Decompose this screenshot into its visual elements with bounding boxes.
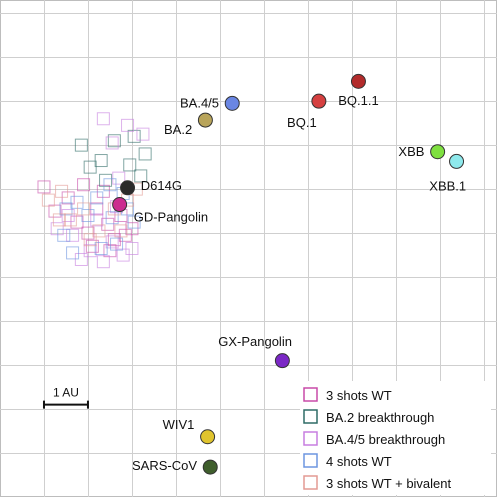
antigen-label: XBB (398, 144, 424, 159)
legend-label: 4 shots WT (326, 454, 392, 469)
legend-label: 3 shots WT + bivalent (326, 476, 452, 491)
serum-point (110, 237, 124, 251)
serum-point (121, 118, 135, 132)
antigen-label: BQ.1 (287, 115, 317, 130)
antigen-label: SARS-CoV (132, 458, 197, 473)
serum-point (138, 147, 152, 161)
serum-point (77, 202, 91, 216)
serum-point (61, 191, 75, 205)
serum-point (94, 154, 108, 168)
legend-label: BA.2 breakthrough (326, 410, 434, 425)
legend-swatch (303, 475, 318, 490)
serum-point (125, 222, 139, 236)
serum-point (83, 244, 97, 258)
serum-point (90, 191, 104, 205)
antigen-point (274, 353, 290, 369)
serum-point (48, 204, 62, 218)
serum-point (107, 233, 121, 247)
antigen-label: BA.2 (164, 122, 192, 137)
antigen-point (197, 112, 213, 128)
serum-point (90, 213, 104, 227)
serum-point (74, 252, 88, 266)
serum-point (92, 224, 106, 238)
serum-point (96, 112, 110, 126)
serum-point (59, 202, 73, 216)
serum-point (134, 169, 148, 183)
legend-swatch (303, 387, 318, 402)
serum-point (83, 233, 97, 247)
antigen-label: BA.4/5 (180, 95, 219, 110)
scale-bar: 1 AU (42, 386, 89, 409)
antigen-point (202, 459, 218, 475)
antigen-label: WIV1 (163, 417, 195, 432)
antigen-labels: BQ.1.1 BQ.1 BA.4/5 BA.2 XBB XBB.1 D614G GD-Pang… (132, 93, 466, 473)
legend-label: 3 shots WT (326, 388, 392, 403)
serum-point (96, 255, 110, 269)
serum-point (123, 158, 137, 172)
serum-point (103, 244, 117, 258)
serum-point (63, 213, 77, 227)
serum-point (125, 242, 139, 255)
serum-point (61, 209, 75, 223)
serum-point (99, 173, 113, 187)
serum-point (55, 184, 69, 198)
legend-swatch (303, 409, 318, 424)
serum-point (81, 209, 95, 223)
antigen-point (120, 180, 136, 196)
scale-bar-label: 1 AU (53, 386, 79, 400)
legend-background (300, 381, 491, 495)
serum-point (50, 222, 64, 236)
antigen-point (430, 144, 446, 160)
serum-point (105, 136, 119, 150)
serum-point (52, 213, 66, 227)
serum-point (103, 178, 117, 192)
serum-point (136, 127, 150, 141)
legend-label: BA.4/5 breakthrough (326, 432, 445, 447)
serum-point (70, 215, 84, 229)
serum-point (81, 226, 95, 240)
serum-point (83, 160, 97, 174)
antigen-label: XBB.1 (429, 179, 466, 194)
serum-point (127, 129, 141, 143)
serum-point (77, 178, 91, 192)
serum-point (85, 239, 99, 253)
serum-point (101, 217, 115, 231)
serum-point (90, 202, 104, 216)
serum-point (105, 235, 119, 249)
antigen-point (350, 73, 366, 89)
serum-point (96, 184, 110, 198)
antigen-point (200, 429, 216, 445)
antigen-label: D614G (141, 178, 182, 193)
antigen-label: BQ.1.1 (338, 93, 378, 108)
antigen-label: GD-Pangolin (134, 209, 208, 224)
serum-point (94, 242, 108, 255)
antigen-point (112, 197, 128, 213)
antigen-point (449, 153, 465, 169)
antigen-label: GX-Pangolin (218, 334, 292, 349)
serum-point (57, 228, 71, 242)
legend: 3 shots WT BA.2 breakthrough BA.4/5 breakt… (300, 381, 491, 495)
serum-point (118, 228, 132, 242)
legend-swatch (303, 453, 318, 468)
serum-point (66, 246, 80, 260)
antigen-points (112, 73, 465, 475)
sera-points (37, 112, 152, 269)
antigen-point (311, 93, 327, 109)
serum-point (70, 195, 84, 209)
legend-swatch (303, 431, 318, 446)
serum-point (105, 211, 119, 225)
serum-point (37, 180, 51, 194)
serum-point (116, 248, 130, 262)
serum-point (114, 224, 128, 238)
serum-point (66, 228, 80, 242)
serum-point (74, 138, 88, 152)
serum-point (127, 215, 141, 229)
serum-point (112, 171, 126, 185)
antigen-point (224, 95, 240, 111)
serum-point (107, 134, 121, 148)
serum-point (41, 193, 55, 207)
